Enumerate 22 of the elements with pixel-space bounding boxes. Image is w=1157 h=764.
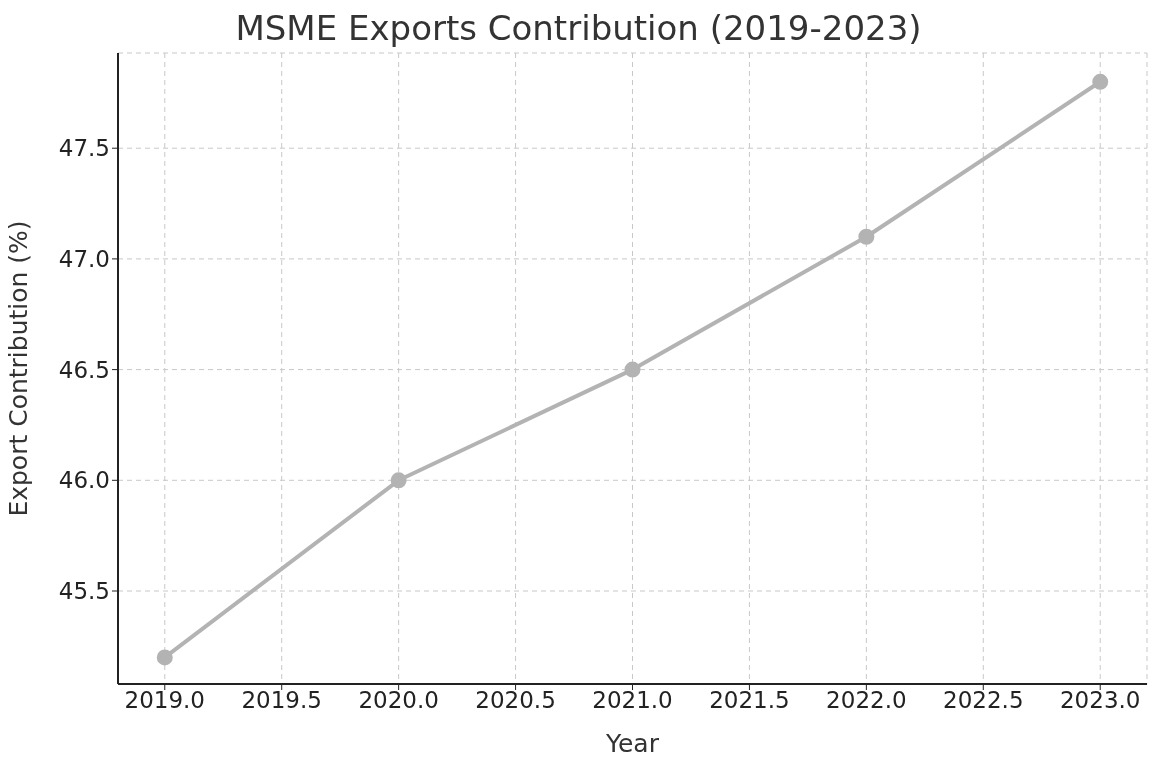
x-axis-title: Year [605, 729, 660, 758]
x-tick-label: 2022.0 [826, 687, 907, 714]
x-tick-label: 2021.0 [592, 687, 673, 714]
y-tick-label: 46.5 [58, 356, 110, 383]
point [624, 361, 641, 378]
y-tick-label: 46.0 [58, 467, 110, 494]
point [156, 649, 173, 666]
y-tick-label: 45.5 [58, 578, 110, 605]
point [858, 228, 875, 245]
x-tick-label: 2020.5 [475, 687, 556, 714]
y-tick-label: 47.0 [58, 246, 110, 273]
chart-title: MSME Exports Contribution (2019-2023) [234, 8, 923, 50]
x-tick-label: 2019.0 [124, 687, 206, 714]
x-tick-label: 2023.0 [1059, 687, 1141, 714]
x-tick-label: 2022.5 [943, 687, 1024, 714]
x-tick-label: 2021.5 [709, 687, 790, 714]
point [1092, 73, 1109, 90]
point [390, 472, 407, 489]
y-tick-label: 47.5 [58, 135, 110, 162]
x-tick-label: 2020.0 [358, 687, 439, 714]
x-tick-label: 2019.5 [241, 687, 322, 714]
y-axis-title: Export Contribution (%) [3, 220, 33, 517]
